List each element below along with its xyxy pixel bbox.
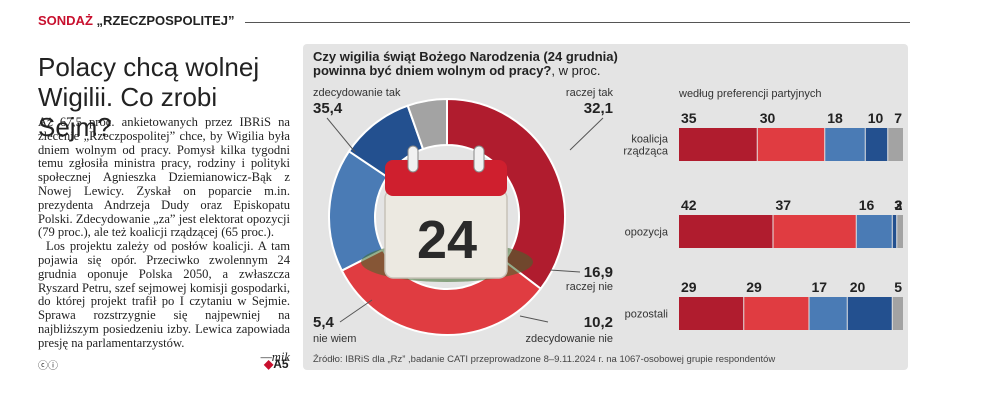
bar-value-label: 29 bbox=[681, 279, 697, 295]
bar-value-label: 42 bbox=[681, 197, 697, 213]
leader-line-1 bbox=[569, 117, 604, 151]
article-paragraph-2-text: Los projektu zależy od posłów koalicji. … bbox=[38, 239, 290, 350]
article-paragraph-1: Aż 67,5 proc. ankietowanych przez IBRiS … bbox=[38, 115, 290, 240]
slice-value-2: 16,9 bbox=[584, 264, 613, 281]
chart-title-text: Czy wigilia świąt Bożego Narodzenia (24 … bbox=[313, 49, 618, 78]
slice-label-3: zdecydowanie nie bbox=[526, 333, 613, 345]
section-kicker: SONDAŻ „RZECZPOSPOLITEJ” bbox=[38, 13, 234, 28]
chart-title: Czy wigilia świąt Bożego Narodzenia (24 … bbox=[313, 50, 673, 78]
slice-label-2: raczej nie bbox=[566, 281, 613, 293]
chart-unit: , w proc. bbox=[551, 63, 601, 78]
bar-category-label: koalicja bbox=[631, 134, 669, 146]
leader-line-4 bbox=[339, 299, 373, 323]
bar-value-label: 20 bbox=[850, 279, 866, 295]
kicker-prefix: SONDAŻ bbox=[38, 13, 93, 28]
bar-value-label: 2 bbox=[895, 197, 903, 213]
bar-value-label: 35 bbox=[681, 110, 697, 126]
calendar-ring-icon bbox=[407, 145, 419, 173]
slice-value-0: 35,4 bbox=[313, 100, 343, 117]
bar-value-label: 18 bbox=[827, 110, 843, 126]
bar-segment bbox=[679, 128, 757, 161]
bar-segment bbox=[679, 215, 773, 248]
header-rule bbox=[245, 22, 910, 23]
bar-segment bbox=[847, 297, 892, 330]
page-reference: ◆A5 bbox=[264, 357, 289, 371]
slice-value-1: 32,1 bbox=[584, 100, 613, 117]
calendar-ring-icon bbox=[473, 145, 485, 173]
page-reference-number: A5 bbox=[273, 357, 289, 371]
kicker-name: „RZECZPOSPOLITEJ” bbox=[96, 13, 235, 28]
bar-category-label: rządząca bbox=[623, 146, 669, 158]
leader-line-0 bbox=[326, 117, 356, 153]
article-headline: Polacy chcą wolnej Wigilii. Co zrobi Sej… bbox=[38, 52, 260, 142]
slice-label-0: zdecydowanie tak bbox=[313, 87, 401, 99]
bar-segment bbox=[892, 215, 897, 248]
bar-category-label: opozycja bbox=[625, 227, 669, 239]
bars-subtitle: według preferencji partyjnych bbox=[678, 88, 821, 100]
article-paragraph-2: Los projektu zależy od posłów koalicji. … bbox=[38, 239, 290, 364]
bar-segment bbox=[865, 128, 888, 161]
slice-value-4: 5,4 bbox=[313, 314, 335, 331]
bar-segment bbox=[679, 297, 744, 330]
license-icon: ⓒⓘ bbox=[38, 361, 58, 372]
bar-value-label: 10 bbox=[868, 110, 884, 126]
bar-segment bbox=[892, 297, 903, 330]
bar-value-label: 37 bbox=[776, 197, 792, 213]
leader-line-2 bbox=[549, 269, 581, 273]
diamond-icon: ◆ bbox=[264, 357, 274, 371]
bar-value-label: 30 bbox=[760, 110, 776, 126]
bar-segment bbox=[744, 297, 809, 330]
bar-value-label: 3 bbox=[894, 197, 902, 213]
bar-segment bbox=[897, 215, 903, 248]
bar-segment bbox=[757, 128, 825, 161]
slice-label-4: nie wiem bbox=[313, 333, 356, 345]
bar-value-label: 17 bbox=[812, 279, 828, 295]
calendar-header-icon bbox=[385, 160, 507, 196]
donut-slice-4 bbox=[406, 97, 448, 151]
bar-segment bbox=[888, 128, 903, 161]
bar-category-label: pozostali bbox=[625, 309, 668, 321]
chart-source: Źródło: IBRiS dla „Rz” ,badanie CATI prz… bbox=[313, 354, 775, 365]
bar-segment bbox=[825, 128, 865, 161]
bar-segment bbox=[856, 215, 892, 248]
leader-line-3 bbox=[519, 315, 549, 323]
bar-value-label: 7 bbox=[894, 110, 902, 126]
article-body: Aż 67,5 proc. ankietowanych przez IBRiS … bbox=[38, 115, 290, 364]
slice-value-3: 10,2 bbox=[584, 314, 613, 331]
article-author: —mik bbox=[260, 349, 290, 364]
bar-value-label: 16 bbox=[859, 197, 875, 213]
bar-segment bbox=[809, 297, 847, 330]
bar-value-label: 29 bbox=[746, 279, 762, 295]
slice-label-1: raczej tak bbox=[566, 87, 614, 99]
calendar-day: 24 bbox=[417, 210, 477, 270]
bar-segment bbox=[773, 215, 856, 248]
bar-value-label: 5 bbox=[894, 279, 902, 295]
